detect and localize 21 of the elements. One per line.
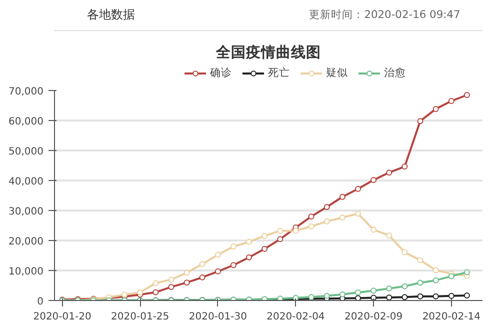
x-tick-label: 2020-01-20 (33, 312, 92, 322)
y-tick-label: 70,000 (8, 86, 44, 98)
x-tick-label: 2020-02-14 (422, 312, 480, 322)
y-tick-label: 20,000 (8, 236, 44, 248)
y-tick-label: 10,000 (8, 266, 44, 278)
y-tick-label: 30,000 (8, 206, 44, 218)
y-tick-label: 0 (37, 296, 44, 308)
legend-label: 死亡 (268, 66, 290, 80)
y-tick-label: 40,000 (8, 176, 44, 188)
x-tick-label: 2020-02-09 (344, 312, 403, 322)
text: 各地数据 (87, 8, 136, 22)
x-tick-label: 2020-01-25 (111, 312, 170, 322)
text: 更新时间：2020-02-16 09:47 (309, 8, 460, 21)
legend-label: 确诊 (210, 66, 232, 80)
x-tick-label: 2020-02-04 (266, 312, 325, 322)
y-tick-label: 50,000 (8, 146, 44, 158)
legend-label: 治愈 (384, 66, 406, 80)
x-tick-label: 2020-01-30 (188, 312, 247, 322)
chart-title: 全国疫情曲线图 (215, 44, 321, 61)
y-tick-label: 60,000 (8, 116, 44, 128)
legend-label: 疑似 (326, 66, 348, 80)
